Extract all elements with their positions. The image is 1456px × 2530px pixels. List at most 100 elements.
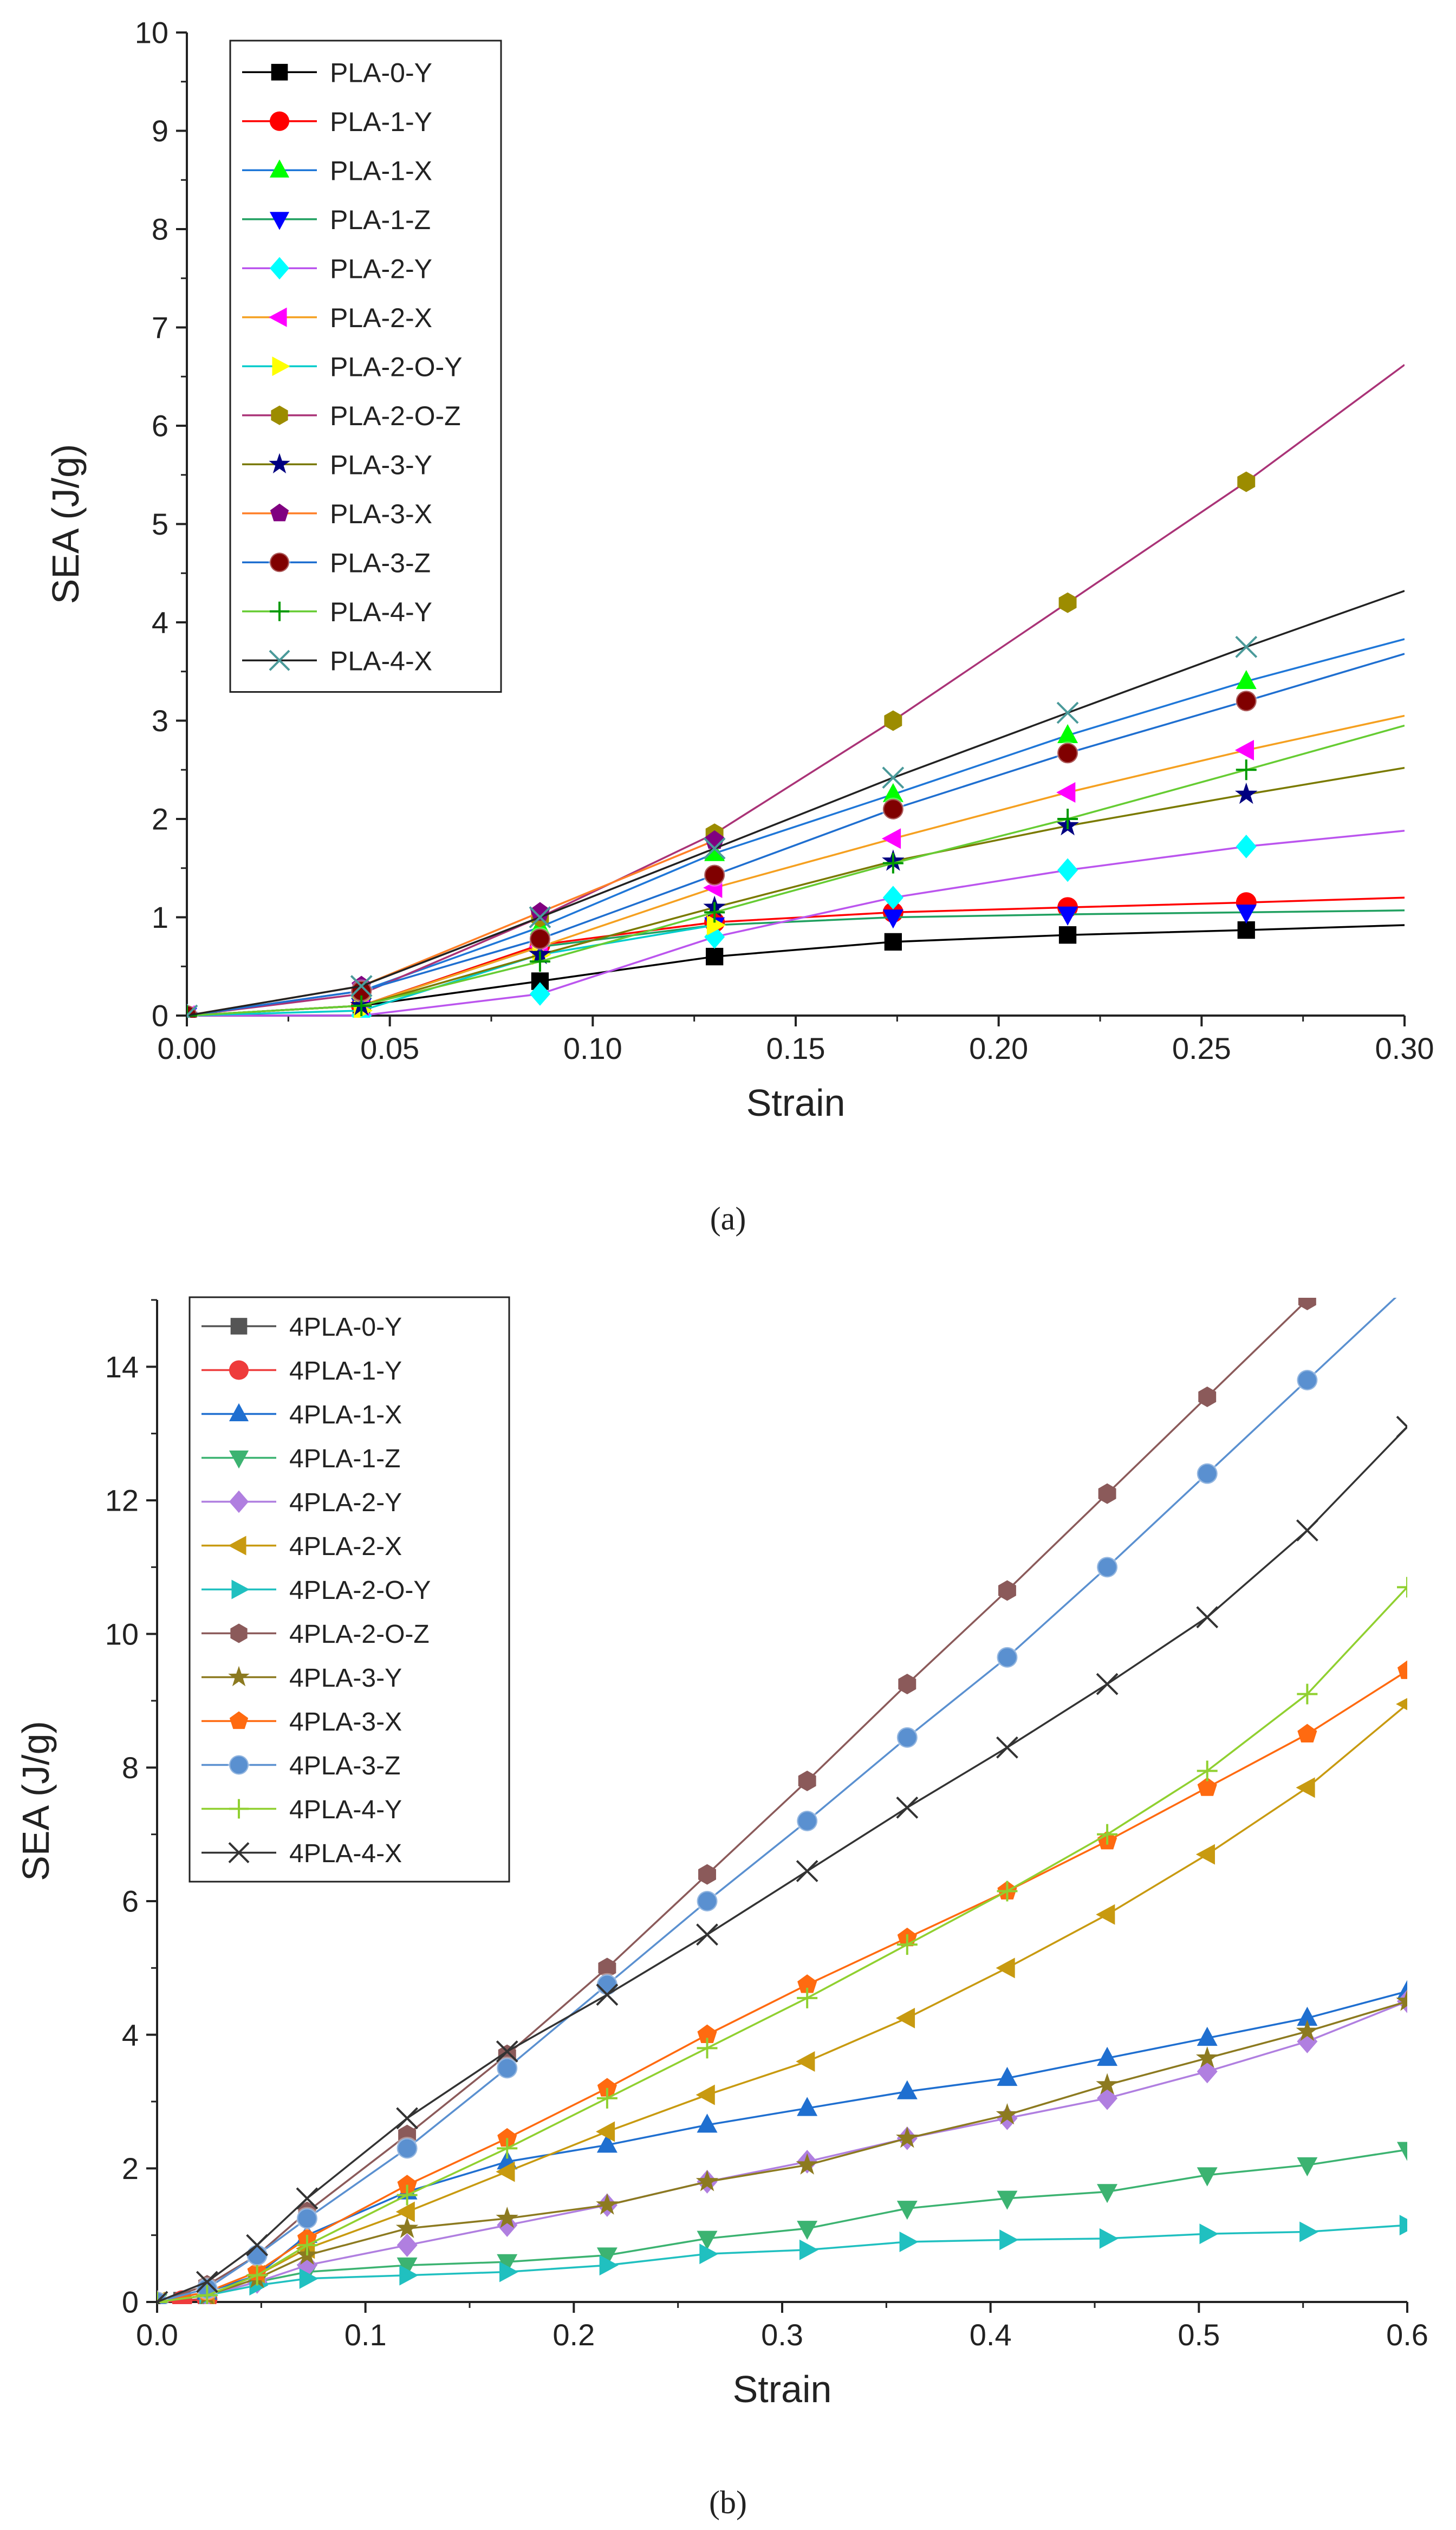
panel-b-series-4pla-4-y-point xyxy=(197,2285,218,2304)
chart-panel-b: 0.0 0.1 0.2 0.3 0.4 0.5 0.6 0 2 4 6 8 10 12 14 Strain SE… xyxy=(15,1296,1428,2410)
panel-b-legend-marker xyxy=(228,1666,250,1687)
panel-b-series-4pla-2-o-y-point xyxy=(999,2229,1019,2251)
panel-a-y-tick-label: 1 xyxy=(152,900,168,934)
panel-a-series-pla-0-y-point xyxy=(1237,921,1255,939)
panel-b-y-tick-label: 10 xyxy=(105,1617,139,1651)
panel-a-series-pla-1-x-point xyxy=(882,783,903,802)
panel-b-series-4pla-2-o-z-point xyxy=(798,1771,816,1791)
panel-a-series-pla-4-x-markers xyxy=(187,635,1258,1018)
panel-b-series-4pla-3-y-point xyxy=(696,2170,719,2191)
panel-b-series-4pla-2-x-point xyxy=(496,2161,515,2182)
panel-b-series-4pla-3-z-point xyxy=(495,2056,519,2080)
panel-b-series-4pla-2-x-point xyxy=(1195,1844,1215,1865)
panel-b-legend-marker xyxy=(229,1799,249,1819)
panel-b-series-4pla-4-x-point xyxy=(1096,1673,1119,1695)
panel-b-series-4pla-1-z-point xyxy=(997,2190,1018,2210)
panel-b-series-4pla-4-x-point xyxy=(296,2187,318,2210)
panel-b-legend: 4PLA-0-Y 4PLA-1-Y 4PLA-1-X 4PLA-1-Z 4PLA-2-Y… xyxy=(188,1296,510,1883)
panel-b-series-4pla-3-z-point xyxy=(595,1973,619,1996)
panel-b-series-4pla-2-x-point xyxy=(796,2051,815,2072)
panel-b-legend-marker xyxy=(229,1450,249,1469)
panel-a-series-pla-4-y-point xyxy=(187,1005,197,1018)
panel-b-legend-marker xyxy=(229,1360,249,1380)
panel-b-series-4pla-3-x-point xyxy=(597,2078,617,2097)
panel-b-series-4pla-2-x-point xyxy=(1396,1697,1407,1710)
panel-b-legend-label: 4PLA-3-X xyxy=(289,1708,402,1736)
panel-b-series-4pla-2-o-y-point xyxy=(399,2265,419,2286)
panel-a-series-pla-3-z-point xyxy=(1234,689,1258,713)
panel-b-series-4pla-2-x-point xyxy=(895,2007,915,2028)
panel-b-series-4pla-3-z-point xyxy=(395,2136,419,2160)
panel-a-series-pla-3-y-line xyxy=(187,766,1405,1017)
panel-b-series-4pla-2-o-y-point xyxy=(1399,2215,1407,2236)
panel-b-series-4pla-2-x-point xyxy=(595,2121,615,2142)
panel-b-series-4pla-3-x-point xyxy=(1197,1777,1217,1796)
panel-a-series-pla-1-x-point xyxy=(1236,670,1257,690)
panel-b-series-4pla-4-x-point xyxy=(157,2291,168,2304)
panel-a-series-pla-0-y-point xyxy=(705,947,724,966)
panel-a-y-tick-label: 0 xyxy=(152,999,168,1033)
panel-b-series-4pla-4-x-point xyxy=(1196,1606,1219,1629)
panel-b-series-4pla-4-x-point xyxy=(896,1796,919,1819)
panel-b-series-4pla-1-x-point xyxy=(1197,2026,1218,2046)
panel-b-series-4pla-4-x-point xyxy=(696,1923,718,1946)
panel-a-x-tick-label: 0.20 xyxy=(969,1031,1028,1065)
panel-b-series-4pla-4-x-point xyxy=(496,2040,518,2063)
panel-b-series-4pla-1-z-point xyxy=(596,2247,618,2267)
panel-a-legend-label: PLA-1-Z xyxy=(330,205,431,235)
panel-b-series-4pla-4-x-point xyxy=(596,1983,619,2006)
panel-a-series-pla-4-x-point xyxy=(529,906,551,928)
panel-a-legend-label: PLA-3-Y xyxy=(330,450,432,480)
panel-b-series-4pla-3-z-point xyxy=(1195,1462,1219,1486)
panel-b-series-4pla-1-x-point xyxy=(997,2066,1018,2086)
panel-b-series-4pla-2-o-z-point xyxy=(598,1957,616,1979)
panel-a-legend-label: PLA-3-X xyxy=(330,499,432,529)
panel-b-x-tick-label: 0.0 xyxy=(136,2318,178,2352)
panel-a-series-pla-3-z-point xyxy=(528,927,552,951)
panel-a-series-pla-4-y-point xyxy=(529,951,550,972)
panel-a-series-pla-2-x-point xyxy=(1056,782,1076,803)
panel-b-series-4pla-2-o-y-point xyxy=(299,2268,318,2289)
panel-b-y-tick-label: 4 xyxy=(122,2018,139,2052)
panel-a-series-pla-1-x-point xyxy=(1057,724,1078,743)
panel-a-series-pla-4-y-point xyxy=(882,853,903,874)
panel-a-legend-marker xyxy=(270,503,289,522)
panel-b-series-4pla-4-y-point xyxy=(396,2184,418,2206)
panel-b-x-axis-label: Strain xyxy=(733,2368,832,2410)
panel-b-legend-label: 4PLA-2-Y xyxy=(289,1488,402,1517)
panel-b-series-4pla-1-z-point xyxy=(697,2230,718,2250)
panel-b-series-4pla-3-z-point xyxy=(696,1889,719,1913)
panel-a-series-pla-2-x-point xyxy=(881,828,901,849)
panel-b-series-4pla-4-x-point xyxy=(1396,1415,1407,1438)
panel-a-y-tick-label: 3 xyxy=(152,704,168,738)
panel-b-series-4pla-3-z-point xyxy=(245,2243,269,2267)
panel-a-series-pla-3-y-point xyxy=(1234,782,1258,804)
panel-a-legend-marker xyxy=(269,212,290,230)
panel-b-series-4pla-2-o-z-point xyxy=(698,1864,716,1885)
panel-b-series-4pla-1-x-point xyxy=(1097,2046,1118,2066)
panel-b-legend-label: 4PLA-1-Z xyxy=(289,1445,400,1473)
panel-b-legend-marker xyxy=(229,1490,249,1513)
panel-b-series-4pla-4-x-point xyxy=(246,2234,269,2256)
panel-b-series-4pla-4-y-point xyxy=(296,2235,317,2256)
panel-b-series-4pla-3-x-point xyxy=(497,2128,517,2147)
panel-b-series-4pla-1-x-point xyxy=(1297,2006,1318,2026)
panel-b-legend-label: 4PLA-0-Y xyxy=(289,1313,402,1342)
panel-b-series-4pla-2-x-point xyxy=(996,1957,1015,1979)
panel-b-series-4pla-1-z-point xyxy=(396,2257,418,2277)
panel-a-series-pla-4-y-point xyxy=(1057,809,1078,829)
panel-b-series-4pla-3-x-point xyxy=(797,1974,817,1993)
panel-a-x-tick-label: 0.30 xyxy=(1375,1031,1434,1065)
panel-a-series-pla-3-z-point xyxy=(1056,742,1080,765)
panel-a-legend-label: PLA-3-Z xyxy=(330,548,431,578)
panel-a-legend-marker xyxy=(269,453,290,474)
panel-b-series-4pla-2-o-y-point xyxy=(1099,2228,1119,2249)
panel-b-series-4pla-4-y-point xyxy=(1197,1760,1218,1781)
panel-b-series-4pla-1-z-point xyxy=(896,2201,918,2220)
panel-b-series-4pla-1-z-point xyxy=(797,2221,818,2240)
panel-a-legend-label: PLA-2-O-Z xyxy=(330,401,461,431)
panel-b-legend-label: 4PLA-4-X xyxy=(289,1839,402,1868)
panel-b-series-4pla-3-y-point xyxy=(796,2153,818,2175)
panel-b-series-4pla-2-x-point xyxy=(1096,1904,1115,1925)
